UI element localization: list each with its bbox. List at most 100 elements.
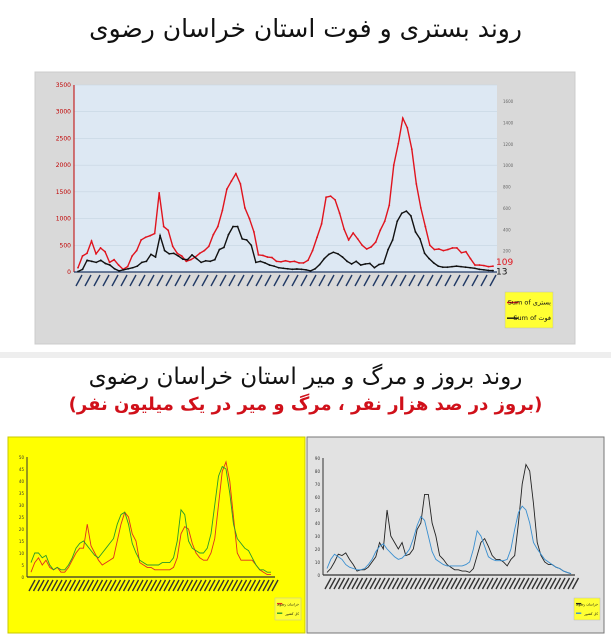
- data-point: [314, 267, 317, 270]
- x-tick-label-mark: [445, 577, 454, 590]
- data-point: [451, 265, 453, 268]
- x-tick-label-mark: [531, 577, 539, 590]
- data-point: [368, 262, 371, 265]
- x-tick-label-mark: [176, 579, 185, 592]
- data-point: [239, 182, 242, 185]
- y-tick-label: 10: [19, 551, 25, 556]
- data-point: [359, 264, 362, 266]
- x-tick-label-mark: [165, 274, 173, 287]
- data-point: [396, 220, 399, 223]
- x-tick-label-mark: [163, 579, 171, 592]
- x-tick-label-mark: [84, 274, 92, 287]
- data-point: [332, 251, 335, 254]
- data-point: [145, 260, 148, 263]
- x-tick-label-mark: [499, 577, 508, 590]
- data-point: [168, 252, 171, 255]
- x-tick-label-mark: [391, 577, 400, 590]
- data-point: [305, 268, 307, 271]
- y-tick-label: 500: [60, 242, 72, 249]
- x-tick-label-mark: [462, 274, 470, 287]
- x-tick-label-mark: [282, 274, 290, 287]
- legend-box: [573, 597, 601, 621]
- data-point: [117, 264, 120, 266]
- data-point: [113, 267, 116, 270]
- data-point: [254, 261, 257, 264]
- data-point: [176, 252, 179, 255]
- data-point: [126, 265, 129, 268]
- x-tick-label-mark: [226, 579, 234, 592]
- y-tick-label: 1000: [56, 216, 71, 223]
- x-tick-label-mark: [221, 579, 230, 592]
- data-point: [356, 237, 359, 240]
- data-point: [104, 250, 106, 253]
- data-point: [352, 232, 355, 234]
- x-tick-label-mark: [495, 577, 503, 590]
- x-tick-label-mark: [255, 274, 263, 287]
- x-tick-label-mark: [436, 577, 445, 590]
- data-point: [266, 256, 269, 258]
- end-value-label: 13: [496, 268, 507, 278]
- data-point: [150, 253, 152, 256]
- x-tick-label-mark: [174, 274, 182, 287]
- x-tick-label-mark: [271, 579, 279, 592]
- data-point: [474, 264, 476, 266]
- x-tick-label-mark: [192, 274, 200, 287]
- x-tick-label-mark: [190, 579, 198, 592]
- data-point: [127, 267, 130, 270]
- data-point: [329, 195, 332, 198]
- x-tick-label-mark: [390, 274, 398, 287]
- x-tick-label-mark: [273, 274, 281, 287]
- y-tick-label: 50: [19, 455, 25, 460]
- x-tick-label-mark: [333, 577, 341, 590]
- y-tick-label: 0: [67, 269, 71, 276]
- x-tick-label-mark: [41, 579, 50, 592]
- data-point: [307, 259, 309, 262]
- x-tick-label-mark: [73, 579, 81, 592]
- x-tick-label-mark: [300, 274, 308, 287]
- data-point: [473, 267, 476, 270]
- data-point: [478, 264, 481, 266]
- legend-label: Sum of بستری: [508, 299, 551, 307]
- data-point: [415, 182, 418, 185]
- data-point: [419, 206, 422, 209]
- data-point: [302, 262, 305, 264]
- data-point: [216, 225, 219, 228]
- y-tick-label: 40: [19, 479, 25, 484]
- data-point: [492, 265, 494, 268]
- data-point: [230, 180, 233, 183]
- data-point: [180, 255, 183, 257]
- x-tick-label-mark: [369, 577, 377, 590]
- data-point: [200, 261, 203, 264]
- data-point: [460, 265, 462, 268]
- x-tick-label-mark: [145, 579, 153, 592]
- x-tick-label-mark: [28, 579, 36, 592]
- x-tick-label-mark: [454, 577, 463, 590]
- data-point: [277, 266, 280, 269]
- end-value-label: 109: [496, 258, 513, 268]
- x-tick-label-mark: [481, 577, 490, 590]
- data-point: [181, 258, 184, 261]
- y-tick-label: 70: [315, 482, 321, 487]
- data-point: [487, 269, 490, 272]
- data-point: [323, 257, 326, 260]
- x-tick-label-mark: [381, 274, 389, 287]
- x-tick-label-mark: [471, 274, 479, 287]
- series-line-0: [30, 460, 271, 576]
- x-tick-label-mark: [129, 274, 137, 287]
- data-point: [379, 229, 382, 232]
- x-tick-label-mark: [210, 274, 218, 287]
- x-tick-label-mark: [194, 579, 203, 592]
- data-point: [177, 255, 180, 257]
- x-tick-label-mark: [364, 577, 373, 590]
- x-tick-label-mark: [237, 274, 245, 287]
- legend-box: [504, 291, 554, 329]
- data-point: [90, 240, 93, 242]
- x-tick-label-mark: [217, 579, 225, 592]
- series-line-1: [30, 465, 271, 573]
- data-point: [172, 252, 175, 255]
- x-tick-label-mark: [490, 577, 499, 590]
- data-point: [320, 223, 323, 225]
- plot-area-0: [74, 85, 497, 272]
- data-point: [364, 263, 367, 265]
- x-tick-label-mark: [262, 579, 270, 592]
